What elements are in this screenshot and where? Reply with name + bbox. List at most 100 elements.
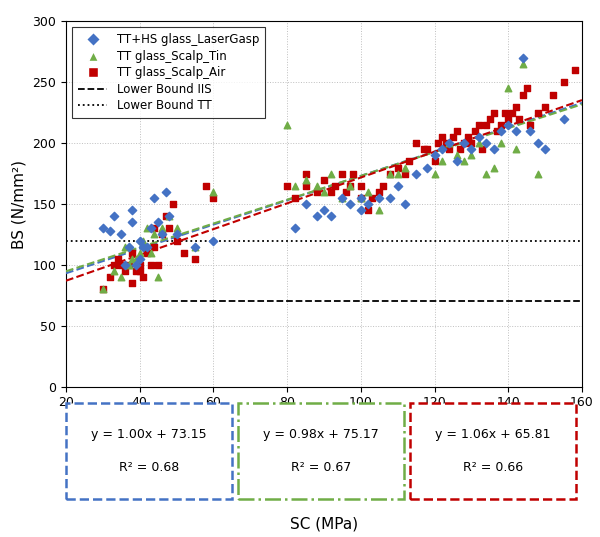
Point	[124, 242, 133, 251]
Point	[503, 121, 513, 129]
Point	[290, 182, 299, 190]
Point	[511, 103, 520, 111]
Point	[526, 121, 535, 129]
Point	[157, 230, 167, 239]
Point	[481, 121, 491, 129]
Point	[378, 182, 388, 190]
Point	[301, 182, 310, 190]
Point	[146, 260, 155, 269]
Point	[374, 187, 384, 196]
Point	[541, 103, 550, 111]
Point	[367, 194, 377, 202]
Point	[548, 90, 557, 99]
Point	[168, 200, 178, 208]
Point	[157, 230, 167, 239]
Point	[120, 267, 130, 275]
Point	[437, 145, 447, 154]
Point	[459, 139, 469, 148]
Point	[422, 145, 432, 154]
Point	[518, 54, 528, 62]
Point	[139, 273, 148, 281]
Point	[393, 182, 403, 190]
Point	[341, 187, 351, 196]
Point	[149, 224, 159, 233]
Point	[349, 169, 358, 178]
Point	[172, 236, 181, 245]
Point	[139, 236, 148, 245]
Point	[326, 169, 336, 178]
Point	[128, 279, 137, 287]
Point	[452, 127, 461, 135]
Point	[172, 230, 181, 239]
Point	[433, 139, 443, 148]
Point	[128, 206, 137, 214]
Point	[474, 139, 484, 148]
Point	[496, 127, 506, 135]
Point	[533, 108, 542, 117]
Point	[209, 194, 218, 202]
Point	[135, 236, 145, 245]
Point	[154, 218, 163, 227]
Point	[142, 249, 152, 257]
Point	[149, 230, 159, 239]
Point	[146, 224, 155, 233]
Point	[330, 182, 340, 190]
Point	[474, 133, 484, 141]
Point	[109, 267, 119, 275]
Point	[356, 194, 365, 202]
Point	[481, 169, 491, 178]
Point	[98, 285, 107, 294]
Point	[124, 260, 133, 269]
Point	[128, 255, 137, 263]
Point	[209, 187, 218, 196]
Point	[463, 133, 473, 141]
Point	[135, 255, 145, 263]
Point	[441, 139, 451, 148]
Point	[135, 260, 145, 269]
Point	[139, 242, 148, 251]
Point	[445, 139, 454, 148]
Point	[511, 145, 520, 154]
Point	[301, 176, 310, 184]
Point	[154, 273, 163, 281]
Point	[364, 200, 373, 208]
Point	[190, 255, 200, 263]
Point	[98, 285, 107, 294]
Point	[500, 108, 509, 117]
Point	[467, 139, 476, 148]
Point	[149, 242, 159, 251]
Point	[149, 194, 159, 202]
Point	[131, 260, 141, 269]
Text: R² = 0.68: R² = 0.68	[119, 461, 179, 474]
Point	[503, 114, 513, 123]
Point	[312, 212, 322, 221]
Point	[135, 249, 145, 257]
Point	[467, 145, 476, 154]
Point	[455, 145, 465, 154]
Point	[570, 66, 580, 75]
Point	[437, 157, 447, 166]
Point	[154, 260, 163, 269]
Text: SC (MPa): SC (MPa)	[290, 517, 358, 532]
Point	[109, 212, 119, 221]
Point	[209, 236, 218, 245]
Point	[116, 260, 126, 269]
Point	[481, 139, 491, 148]
Point	[319, 206, 329, 214]
Point	[374, 206, 384, 214]
Point	[445, 145, 454, 154]
Point	[109, 260, 119, 269]
Point	[106, 227, 115, 235]
Point	[319, 187, 329, 196]
Text: R² = 0.67: R² = 0.67	[291, 461, 351, 474]
Point	[459, 157, 469, 166]
Point	[430, 151, 439, 159]
Point	[430, 157, 439, 166]
Point	[161, 212, 170, 221]
Point	[364, 206, 373, 214]
Point	[190, 242, 200, 251]
Point	[116, 273, 126, 281]
Point	[452, 151, 461, 159]
Point	[474, 121, 484, 129]
Point	[503, 84, 513, 93]
